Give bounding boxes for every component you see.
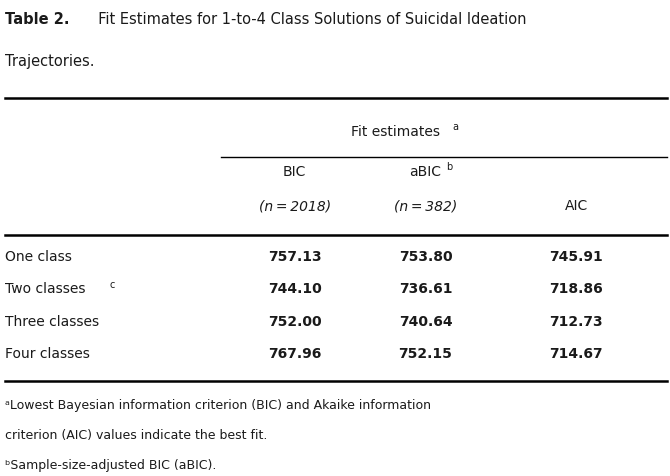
- Text: Trajectories.: Trajectories.: [5, 54, 95, 69]
- Text: 736.61: 736.61: [399, 282, 452, 296]
- Text: 714.67: 714.67: [549, 347, 603, 360]
- Text: 752.15: 752.15: [399, 347, 452, 360]
- Text: 752.00: 752.00: [268, 314, 322, 328]
- Text: 767.96: 767.96: [268, 347, 322, 360]
- Text: aBIC: aBIC: [409, 165, 442, 178]
- Text: criterion (AIC) values indicate the best fit.: criterion (AIC) values indicate the best…: [5, 428, 268, 441]
- Text: b: b: [446, 161, 452, 171]
- Text: Three classes: Three classes: [5, 314, 99, 328]
- Text: (n = 382): (n = 382): [394, 199, 457, 213]
- Text: Two classes: Two classes: [5, 282, 86, 296]
- Text: One class: One class: [5, 249, 72, 263]
- Text: AIC: AIC: [565, 199, 588, 213]
- Text: ᵃLowest Bayesian information criterion (BIC) and Akaike information: ᵃLowest Bayesian information criterion (…: [5, 398, 431, 411]
- Text: 740.64: 740.64: [399, 314, 452, 328]
- Text: Fit Estimates for 1-to-4 Class Solutions of Suicidal Ideation: Fit Estimates for 1-to-4 Class Solutions…: [88, 12, 526, 27]
- Text: Four classes: Four classes: [5, 347, 90, 360]
- Text: 757.13: 757.13: [268, 249, 322, 263]
- Text: Fit estimates: Fit estimates: [351, 125, 440, 139]
- Text: 753.80: 753.80: [399, 249, 452, 263]
- Text: 718.86: 718.86: [549, 282, 603, 296]
- Text: ᵇSample-size-adjusted BIC (aBIC).: ᵇSample-size-adjusted BIC (aBIC).: [5, 458, 216, 471]
- Text: c: c: [109, 279, 115, 289]
- Text: 744.10: 744.10: [268, 282, 322, 296]
- Text: (n = 2018): (n = 2018): [259, 199, 331, 213]
- Text: 745.91: 745.91: [549, 249, 603, 263]
- Text: Table 2.: Table 2.: [5, 12, 70, 27]
- Text: a: a: [453, 122, 459, 132]
- Text: 712.73: 712.73: [549, 314, 603, 328]
- Text: BIC: BIC: [283, 165, 306, 178]
